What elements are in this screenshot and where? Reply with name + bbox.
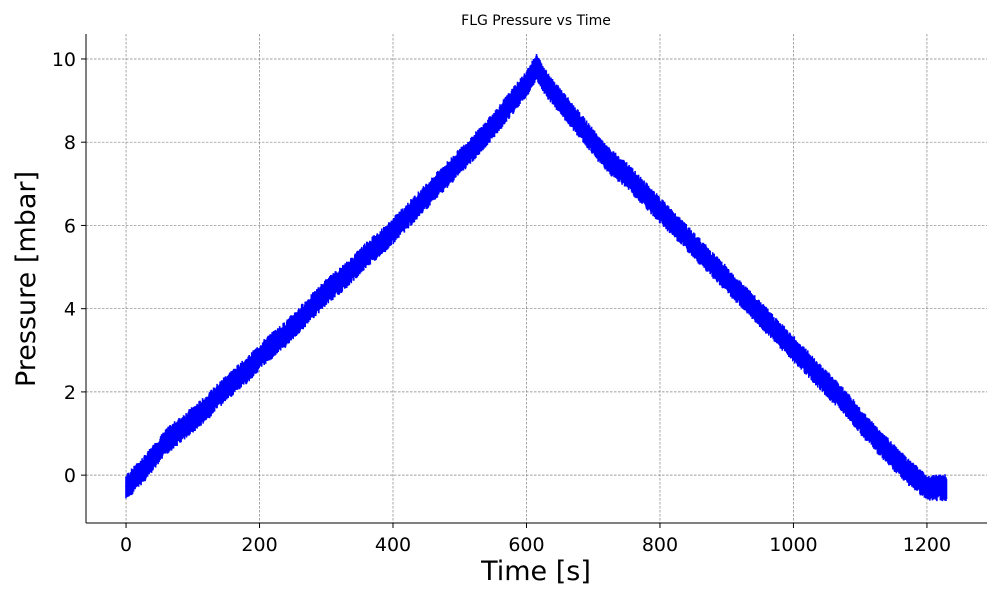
x-tick-label: 800 (642, 534, 678, 556)
x-tick-label: 0 (120, 534, 132, 556)
y-tick-label: 4 (64, 299, 76, 321)
series-line (124, 64, 947, 490)
grid-lines (86, 34, 987, 523)
y-tick-label: 2 (64, 382, 76, 404)
x-tick-label: 200 (241, 534, 277, 556)
x-tick-label: 600 (508, 534, 544, 556)
series-band (125, 54, 948, 502)
x-axis-label: Time [s] (480, 556, 591, 587)
y-tick-label: 6 (64, 215, 76, 237)
x-tick-label: 400 (375, 534, 411, 556)
x-tick-label: 1200 (903, 534, 951, 556)
series-group (124, 54, 948, 502)
y-tick-label: 0 (64, 465, 76, 487)
y-axis-label: Pressure [mbar] (11, 171, 42, 387)
y-tick-label: 8 (64, 132, 76, 154)
chart-title: FLG Pressure vs Time (461, 13, 611, 29)
y-tick-label: 10 (52, 49, 76, 71)
x-tick-label: 1000 (769, 534, 817, 556)
